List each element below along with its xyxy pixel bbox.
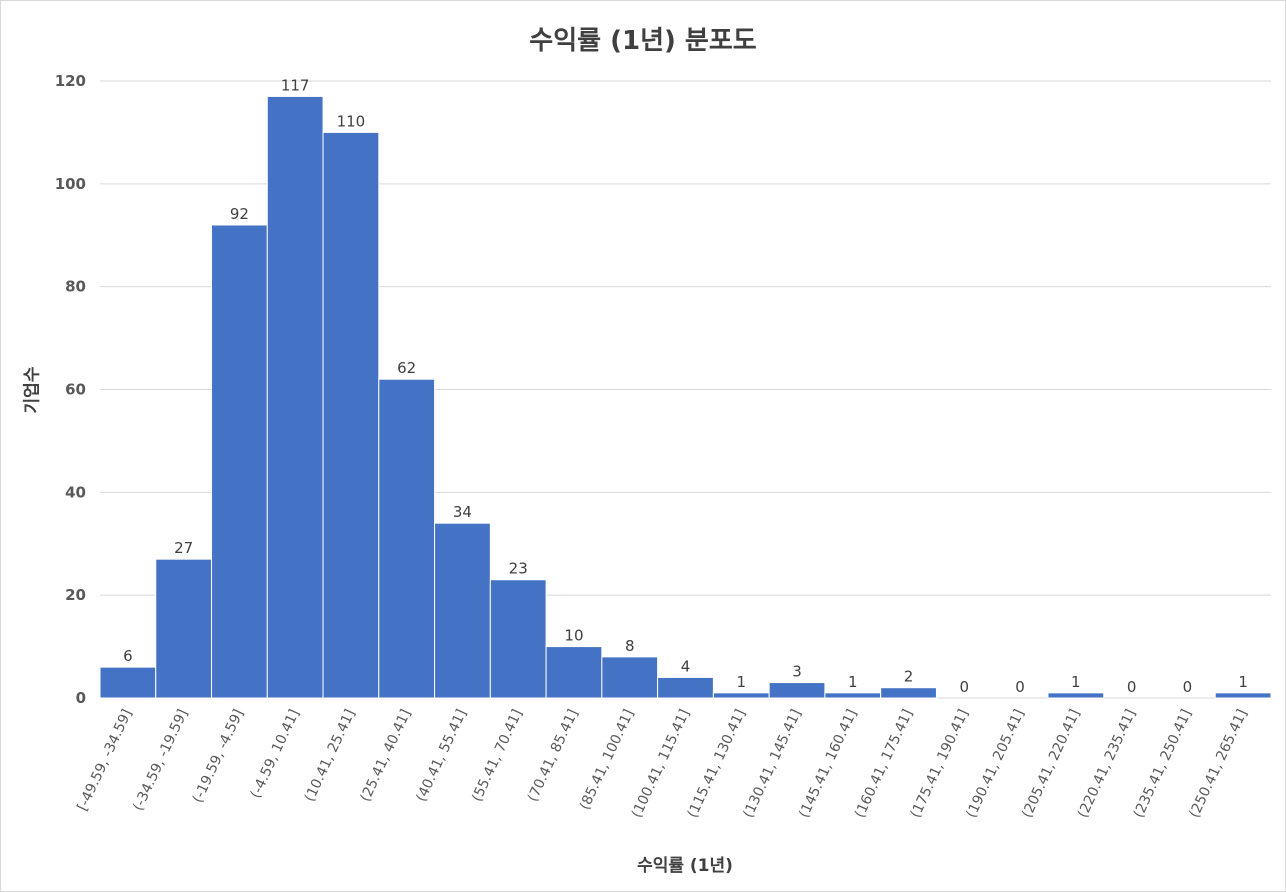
- bar: [1047, 692, 1105, 699]
- x-tick-label: (-4.59, 10.41]: [248, 707, 303, 801]
- data-label: 10: [564, 627, 583, 645]
- y-tick-label: 80: [65, 278, 86, 296]
- data-label: 62: [397, 359, 416, 377]
- x-tick-label: (40.41, 55.41]: [413, 707, 470, 804]
- x-tick-label: (250.41, 265.41]: [1186, 707, 1250, 821]
- data-label: 0: [960, 678, 970, 696]
- y-tick-label: 40: [65, 483, 86, 501]
- chart-title: 수익률 (1년) 분포도: [529, 26, 757, 56]
- x-tick-label: (190.41, 205.41]: [963, 707, 1027, 821]
- data-label: 1: [1238, 673, 1248, 691]
- bar: [211, 224, 268, 699]
- x-tick-label: (160.41, 175.41]: [852, 707, 916, 821]
- data-label: 1: [1071, 673, 1081, 691]
- bars: [99, 95, 1272, 699]
- bar: [489, 579, 547, 699]
- x-tick-label: (55.41, 70.41]: [469, 707, 526, 804]
- bar: [601, 656, 659, 699]
- x-tick-label: (-34.59, -19.59]: [130, 707, 191, 814]
- data-label: 4: [681, 657, 691, 675]
- data-label: 1: [848, 673, 858, 691]
- bar: [434, 522, 491, 699]
- x-tick-label: (100.41, 115.41]: [629, 707, 693, 821]
- y-tick-label: 100: [55, 175, 86, 193]
- data-label: 110: [337, 112, 366, 130]
- bar: [880, 687, 937, 699]
- x-tick-label: (205.41, 220.41]: [1019, 707, 1083, 821]
- data-label: 27: [174, 539, 193, 557]
- bar: [1214, 692, 1272, 699]
- data-label: 92: [230, 205, 249, 223]
- y-tick-labels: 0 20 40 60 80 100 120: [55, 72, 86, 707]
- bar: [712, 692, 770, 699]
- x-tick-label: (115.41, 130.41]: [685, 707, 749, 821]
- data-label: 6: [123, 647, 133, 665]
- data-label: 34: [453, 503, 472, 521]
- x-tick-label: (25.41, 40.41]: [358, 707, 415, 804]
- data-label: 0: [1015, 678, 1025, 696]
- x-tick-label: (10.41, 25.41]: [302, 707, 359, 804]
- bar: [155, 558, 213, 699]
- data-label: 8: [625, 637, 635, 655]
- y-tick-label: 60: [65, 381, 86, 399]
- x-tick-label: (235.41, 250.41]: [1131, 707, 1195, 821]
- x-tick-label: (175.41, 190.41]: [908, 707, 972, 821]
- bar: [322, 131, 380, 699]
- y-tick-label: 0: [76, 689, 86, 707]
- bar: [545, 646, 603, 699]
- data-label: 23: [509, 560, 528, 578]
- x-tick-labels: [-49.59, -34.59](-34.59, -19.59](-19.59,…: [74, 707, 1250, 821]
- bar: [657, 676, 714, 699]
- bar: [378, 378, 436, 699]
- x-tick-label: (145.41, 160.41]: [796, 707, 860, 821]
- x-tick-label: (220.41, 235.41]: [1075, 707, 1139, 821]
- x-axis-title: 수익률 (1년): [637, 856, 733, 876]
- x-tick-label: (-19.59, -4.59]: [190, 707, 247, 805]
- bar: [266, 95, 324, 699]
- x-tick-label: [-49.59, -34.59]: [74, 707, 135, 814]
- x-tick-label: (85.41, 100.41]: [577, 707, 638, 812]
- data-label: 0: [1127, 678, 1137, 696]
- x-tick-label: (130.41, 145.41]: [740, 707, 804, 821]
- bar: [768, 682, 826, 699]
- data-label: 117: [281, 76, 310, 94]
- data-label: 2: [904, 668, 914, 686]
- y-tick-label: 120: [55, 72, 86, 90]
- data-label: 1: [736, 673, 746, 691]
- data-label: 0: [1183, 678, 1193, 696]
- bar: [824, 692, 882, 699]
- data-label: 3: [792, 663, 802, 681]
- bar: [99, 666, 157, 699]
- x-tick-label: (70.41, 85.41]: [525, 707, 582, 804]
- y-tick-label: 20: [65, 586, 86, 604]
